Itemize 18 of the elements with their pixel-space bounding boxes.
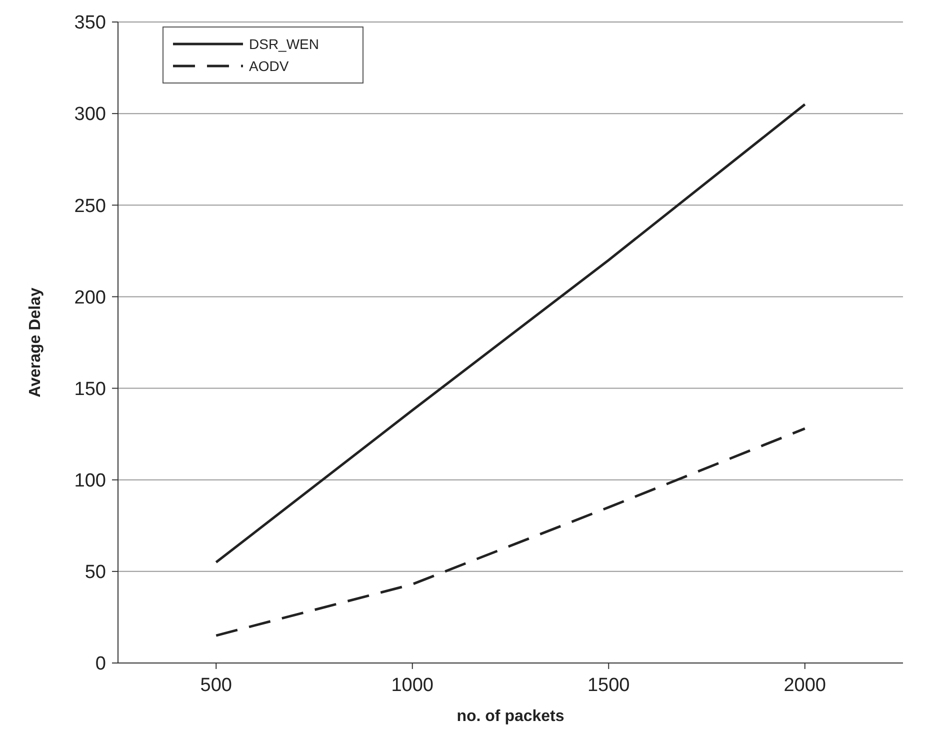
y-tick-label: 150 bbox=[74, 378, 106, 400]
y-tick-label: 250 bbox=[74, 196, 106, 217]
y-tick-label: 200 bbox=[74, 287, 106, 308]
x-tick-label: 1500 bbox=[587, 675, 630, 696]
x-tick-label: 500 bbox=[200, 675, 232, 696]
y-tick-label: 350 bbox=[74, 12, 106, 34]
y-axis-title: Average Delay bbox=[27, 288, 44, 398]
line-series bbox=[214, 103, 806, 564]
y-tick-label: 0 bbox=[95, 654, 106, 675]
line-series bbox=[214, 427, 806, 637]
y-tick-label: 300 bbox=[74, 104, 106, 126]
x-axis-title: no. of packets bbox=[456, 708, 564, 725]
legend-label: AODV bbox=[249, 58, 290, 74]
y-tick-label: 100 bbox=[74, 470, 106, 492]
y-tick-label: 50 bbox=[84, 562, 106, 584]
x-tick-label: 2000 bbox=[784, 675, 826, 696]
x-tick-label: 1000 bbox=[391, 675, 434, 696]
legend-label: DSR_WEN bbox=[249, 36, 320, 52]
